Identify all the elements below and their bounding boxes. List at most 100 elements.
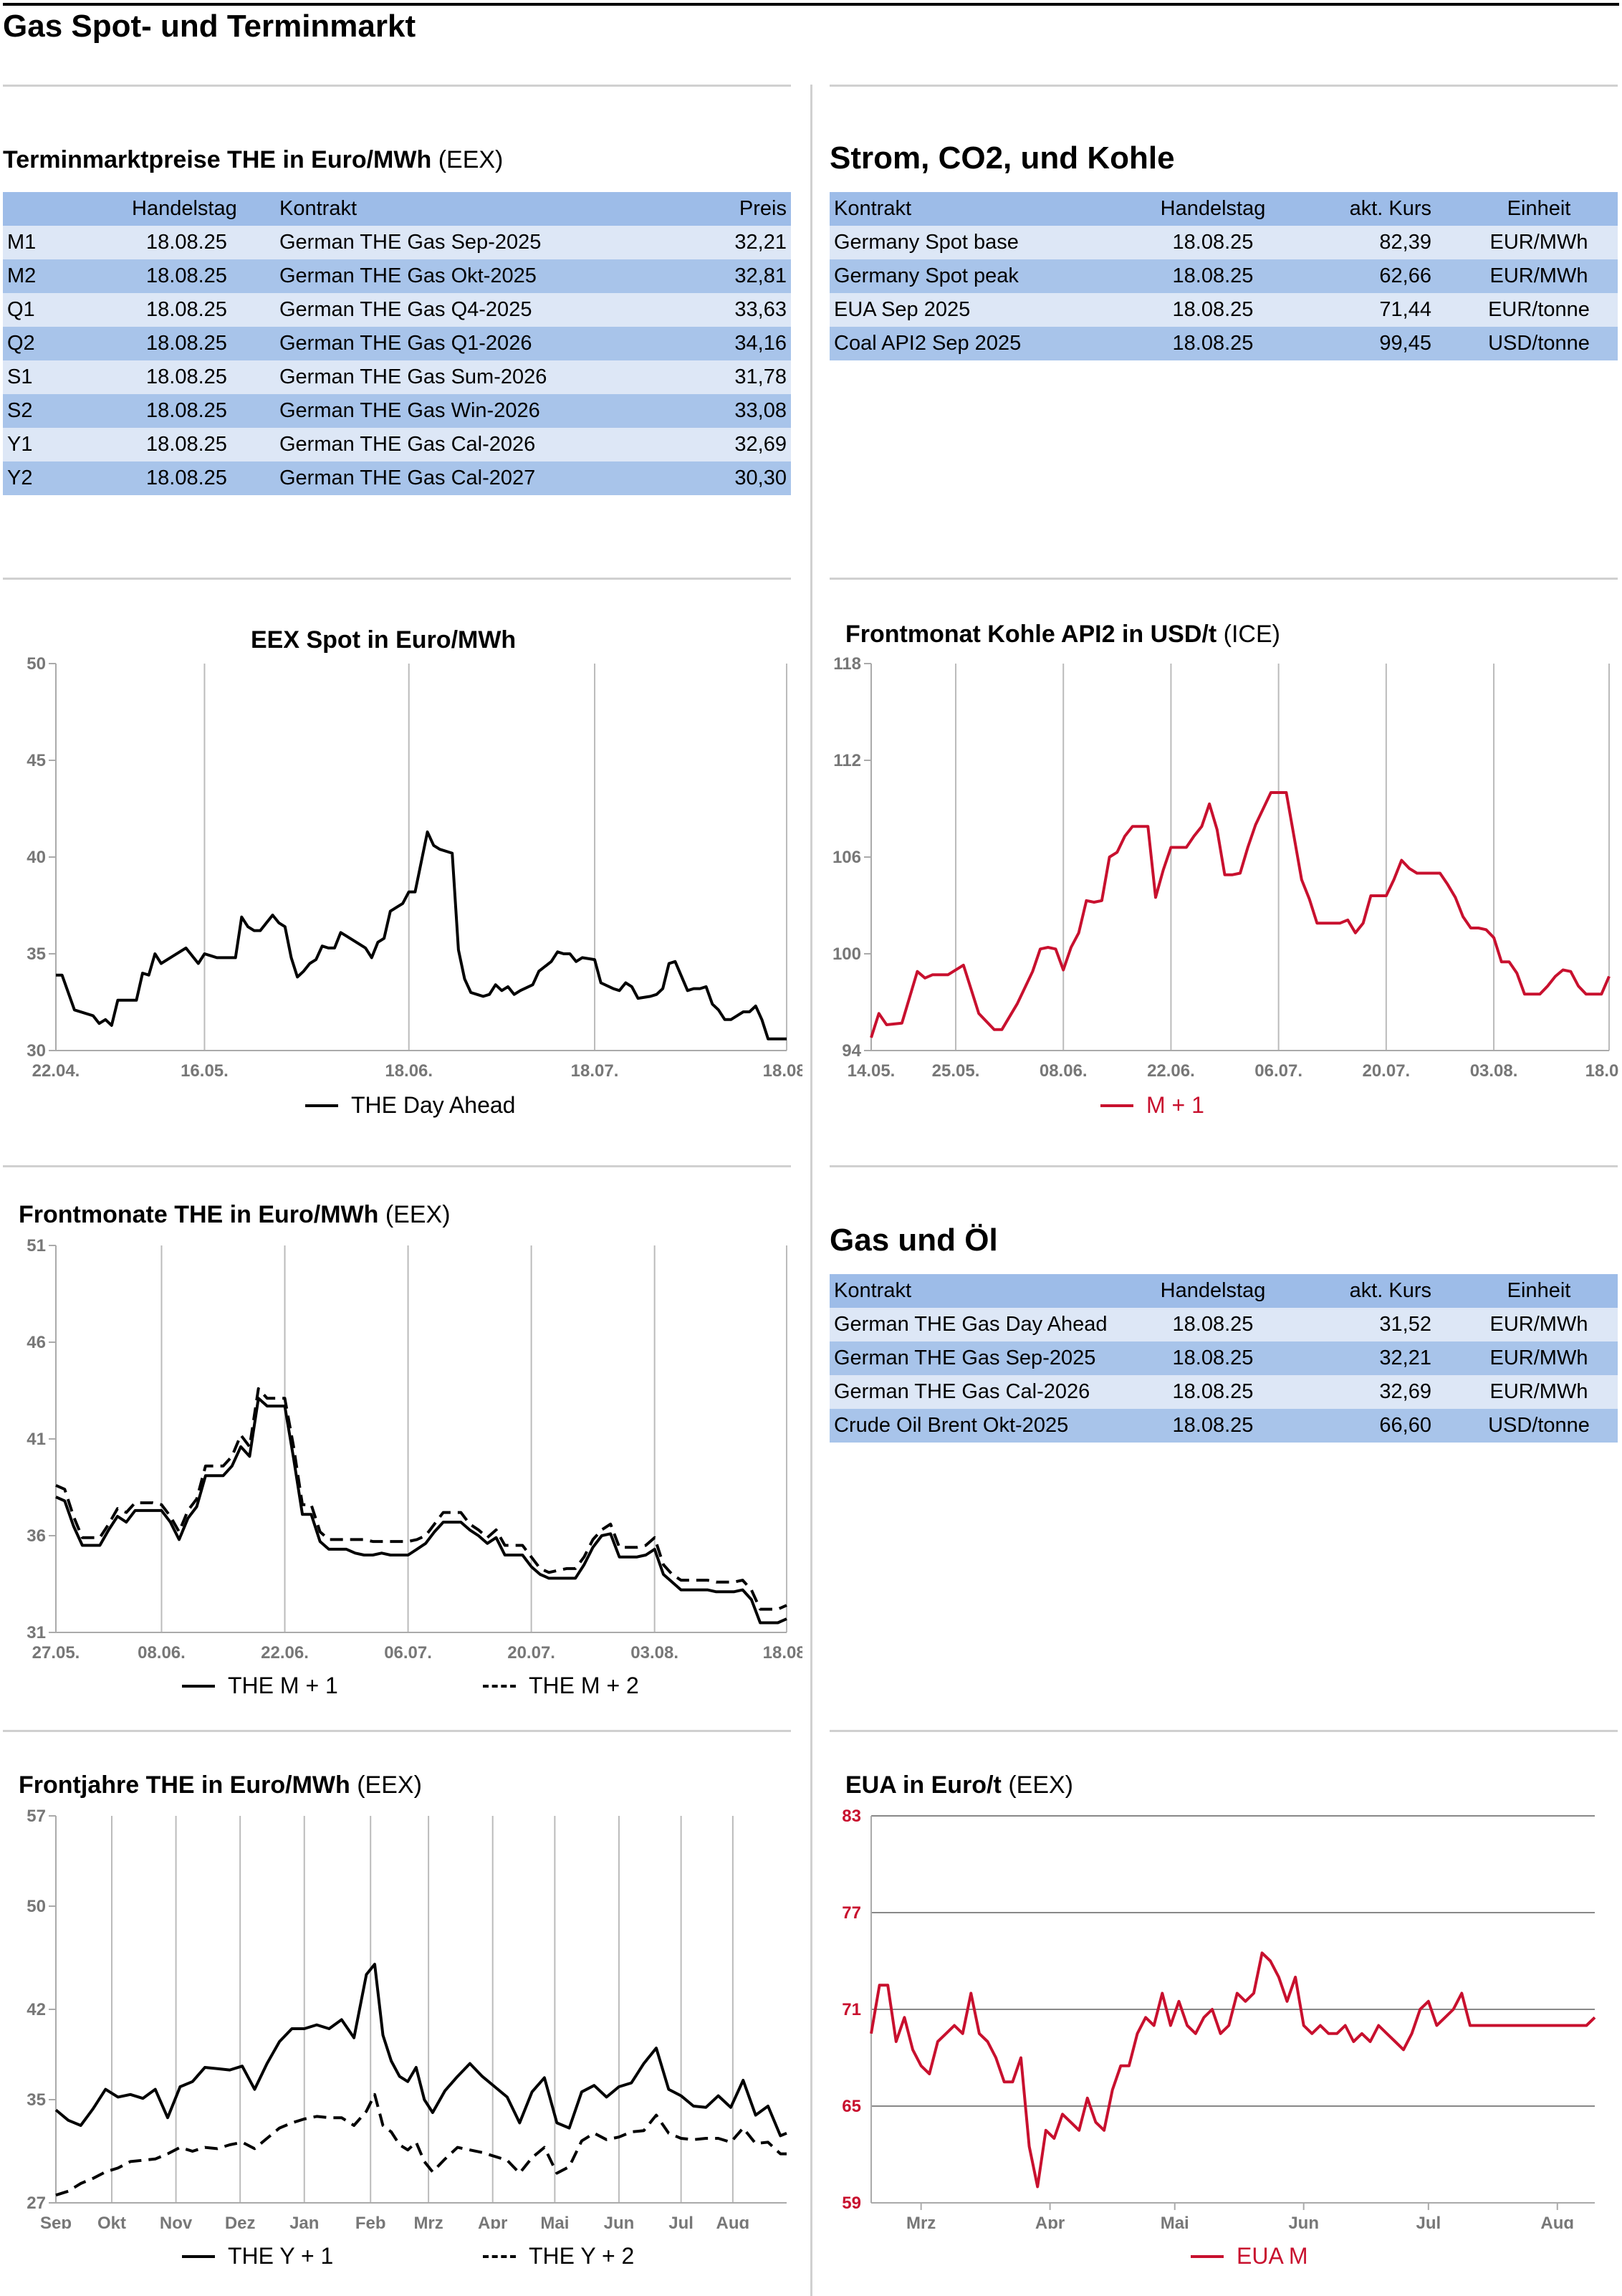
header-cell: Preis — [739, 197, 787, 220]
eua-chart-title: EUA in Euro/t (EEX) — [845, 1771, 1073, 1799]
x-tick-label: 25.05. — [932, 1061, 980, 1081]
eua-chart: 59 65 71 77 83 Mrz Apr Mai Jun Jul Aug — [842, 1807, 1596, 2229]
y-tick-label: 57 — [27, 1807, 46, 1826]
table-row: Coal API2 Sep 2025 18.08.25 99,45 USD/tonne — [830, 327, 1618, 360]
table-row: Crude Oil Brent Okt-2025 18.08.25 66,60 USD… — [830, 1409, 1618, 1443]
divider — [3, 1165, 791, 1167]
table-cell: M2 — [7, 264, 37, 287]
table-cell: 18.08.25 — [1172, 298, 1254, 321]
table-cell: 18.08.25 — [146, 332, 227, 355]
table-cell: 18.08.25 — [146, 264, 227, 287]
table-cell: EUR/MWh — [1489, 231, 1588, 254]
gasoel-title: Gas und Öl — [830, 1223, 998, 1258]
x-tick-label: Apr — [1035, 2214, 1065, 2229]
chart-title-source: (EEX) — [357, 1771, 422, 1799]
header-cell: akt. Kurs — [1349, 1279, 1431, 1302]
x-tick-label: 18.06. — [385, 1061, 433, 1081]
y-tick-label: 31 — [27, 1623, 46, 1642]
table-cell: 32,21 — [734, 231, 787, 254]
table-row: Y1 18.08.25 German THE Gas Cal-2026 32,69 — [3, 428, 791, 461]
x-tick-label: 18.08. — [763, 1643, 802, 1663]
table-cell: 33,63 — [734, 298, 787, 321]
kohle-chart: 94 100 106 112 118 14.05. 25.05. 08.06. 22.06. 06… — [832, 654, 1619, 1081]
y-tick-label: 94 — [842, 1041, 861, 1061]
x-tick-label: 18.08. — [763, 1061, 802, 1081]
legend-label: M + 1 — [1146, 1092, 1204, 1118]
header-cell: Handelstag — [1160, 1279, 1266, 1302]
x-tick-label: Jul — [668, 2214, 694, 2229]
table-cell: German THE Gas Cal-2026 — [279, 433, 536, 456]
strom-rows: Germany Spot base 18.08.25 82,39 EUR/MWh Ger… — [830, 226, 1618, 360]
table-cell: 82,39 — [1379, 231, 1431, 254]
x-tick-label: 27.05. — [32, 1643, 80, 1663]
table-cell: 18.08.25 — [146, 399, 227, 422]
table-row: Q2 18.08.25 German THE Gas Q1-2026 34,16 — [3, 327, 791, 360]
y-tick-label: 46 — [27, 1333, 46, 1352]
chart-title-main: Frontmonat Kohle API2 in USD/t — [845, 621, 1217, 648]
x-tick-label: 22.06. — [261, 1643, 309, 1663]
x-tick-label: Sep — [40, 2214, 72, 2229]
table-cell: Germany Spot peak — [834, 264, 1019, 287]
table-row: Germany Spot peak 18.08.25 62,66 EUR/MWh — [830, 259, 1618, 293]
y-tick-label: 71 — [842, 2000, 861, 2019]
table-cell: 31,78 — [734, 365, 787, 388]
series-line-the-day-ahead — [56, 830, 787, 1041]
divider — [830, 1165, 1618, 1167]
kohle-chart-title: Frontmonat Kohle API2 in USD/t (ICE) — [845, 621, 1280, 649]
strom-table: Kontrakt Handelstag akt. Kurs Einheit Ge… — [830, 192, 1618, 360]
legend-swatch-solid — [182, 2254, 215, 2258]
table-header-row: Handelstag Kontrakt Preis — [3, 192, 791, 226]
frontmonate-legend-m1: THE M + 1 — [182, 1673, 338, 1699]
x-tick-label: 03.08. — [630, 1643, 678, 1663]
top-rule — [3, 3, 1619, 6]
table-cell: German THE Gas Q4-2025 — [279, 298, 532, 321]
table-cell: S1 — [7, 365, 33, 388]
table-row: S2 18.08.25 German THE Gas Win-2026 33,08 — [3, 394, 791, 428]
chart-title-main: Frontjahre THE in Euro/MWh — [19, 1771, 350, 1799]
header-cell: Einheit — [1507, 197, 1571, 220]
table-row: German THE Gas Day Ahead 18.08.25 31,52 EUR… — [830, 1308, 1618, 1341]
x-tick-label: 16.05. — [181, 1061, 229, 1081]
divider — [3, 85, 791, 87]
frontmonate-legend-m2: THE M + 2 — [483, 1673, 639, 1699]
x-tick-label: Okt — [97, 2214, 126, 2229]
x-tick-label: 06.07. — [384, 1643, 432, 1663]
table-header-row: Kontrakt Handelstag akt. Kurs Einheit — [830, 192, 1618, 226]
header-cell — [3, 192, 117, 226]
table-cell: USD/tonne — [1488, 1414, 1590, 1437]
y-tick-label: 65 — [842, 2097, 861, 2116]
table-row: Y2 18.08.25 German THE Gas Cal-2027 30,30 — [3, 461, 791, 495]
y-tick-label: 41 — [27, 1430, 46, 1449]
table-cell: USD/tonne — [1488, 332, 1590, 355]
frontjahre-legend-y2: THE Y + 2 — [483, 2243, 634, 2269]
table-row: Germany Spot base 18.08.25 82,39 EUR/MWh — [830, 226, 1618, 259]
y-tick-label: 40 — [27, 848, 46, 867]
x-tick-label: 03.08. — [1470, 1061, 1518, 1081]
table-cell: 99,45 — [1379, 332, 1431, 355]
table-cell: German THE Gas Q1-2026 — [279, 332, 532, 355]
divider — [830, 1730, 1618, 1732]
table-row: Q1 18.08.25 German THE Gas Q4-2025 33,63 — [3, 293, 791, 327]
x-tick-label: Apr — [478, 2214, 507, 2229]
table-cell: 18.08.25 — [1172, 1313, 1254, 1336]
frontmonate-chart: 31 36 41 46 51 27.05. 08.06. 22.06. 06.07. 20.07.… — [27, 1236, 802, 1663]
table-cell: 18.08.25 — [146, 365, 227, 388]
frontjahre-legend-y1: THE Y + 1 — [182, 2243, 333, 2269]
chart-title-main: Frontmonate THE in Euro/MWh — [19, 1201, 379, 1228]
kohle-legend: M + 1 — [1100, 1092, 1204, 1119]
table-cell: Y2 — [7, 467, 33, 489]
table-cell: Y1 — [7, 433, 33, 456]
table-cell: 18.08.25 — [1172, 332, 1254, 355]
series-line-eua-m — [870, 1951, 1596, 2189]
table-cell: German THE Gas Sep-2025 — [279, 231, 542, 254]
table-cell: German THE Gas Okt-2025 — [279, 264, 537, 287]
table-cell: EUR/MWh — [1489, 264, 1588, 287]
table-cell: 32,69 — [734, 433, 787, 456]
x-tick-label: Aug — [716, 2214, 750, 2229]
table-cell: 31,52 — [1379, 1313, 1431, 1336]
table-row: S1 18.08.25 German THE Gas Sum-2026 31,78 — [3, 360, 791, 394]
y-tick-label: 27 — [27, 2194, 46, 2213]
divider — [3, 1730, 791, 1732]
chart-title-source: (EEX) — [1008, 1771, 1073, 1799]
divider — [3, 578, 791, 580]
